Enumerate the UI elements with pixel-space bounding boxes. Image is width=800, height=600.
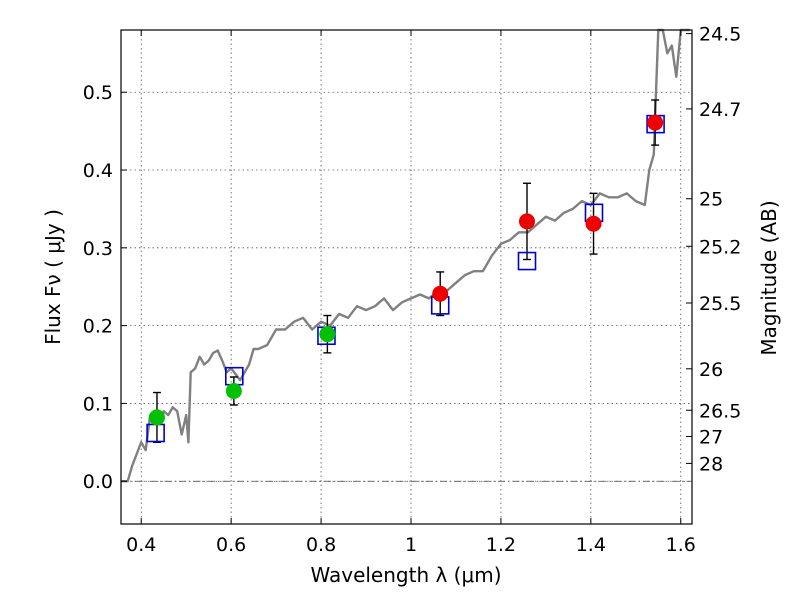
observed-point (432, 285, 449, 302)
x-tick-label: 0.8 (306, 534, 336, 556)
y-axis-ticks: 0.0 0.1 0.2 0.3 0.4 0.5 (83, 82, 127, 493)
y-tick-label: 0.0 (83, 471, 113, 493)
right-axis-ticks: 24.5 24.7 25 25.2 25.5 26 26.5 27 28 (686, 24, 741, 475)
model-photometry-square (517, 251, 537, 271)
x-tick-label: 1 (405, 534, 417, 556)
observed-point (319, 326, 336, 343)
right-tick-label: 26.5 (699, 400, 741, 422)
y-tick-label: 0.1 (83, 393, 113, 415)
observed-point (148, 409, 165, 426)
observed-point (647, 114, 664, 131)
right-tick-label: 24.5 (699, 24, 741, 46)
right-tick-label: 28 (699, 453, 723, 475)
x-tick-label: 0.6 (216, 534, 246, 556)
model-photometry-group (146, 114, 665, 443)
x-axis-title: Wavelength λ (μm) (310, 563, 501, 587)
x-tick-label: 1.6 (666, 534, 696, 556)
y-tick-label: 0.3 (83, 238, 113, 260)
plot-frame (120, 29, 693, 525)
observed-points-group (148, 114, 664, 426)
right-tick-label: 24.7 (699, 99, 741, 121)
right-axis-title: Magnitude (AB) (757, 200, 781, 355)
model-spectrum-line (121, 28, 690, 483)
y-tick-label: 0.5 (83, 82, 113, 104)
x-tick-label: 1.4 (576, 534, 606, 556)
right-tick-label: 25.2 (699, 236, 741, 258)
x-axis-ticks: 0.4 0.6 0.8 1 1.2 1.4 1.6 (126, 30, 696, 556)
right-tick-label: 25.5 (699, 293, 741, 315)
y-axis-title: Flux Fν ( μJy ) (41, 209, 65, 345)
right-tick-label: 25 (699, 189, 723, 211)
observed-point (518, 213, 535, 230)
x-tick-label: 1.2 (486, 534, 516, 556)
right-tick-label: 26 (699, 359, 723, 381)
y-tick-label: 0.2 (83, 316, 113, 338)
right-tick-label: 27 (699, 426, 723, 448)
x-tick-label: 0.4 (126, 534, 156, 556)
observed-point (225, 382, 242, 399)
model-spectrum-group (121, 28, 690, 483)
grid-lines (121, 30, 692, 524)
y-tick-label: 0.4 (83, 160, 113, 182)
observed-point (585, 215, 602, 232)
